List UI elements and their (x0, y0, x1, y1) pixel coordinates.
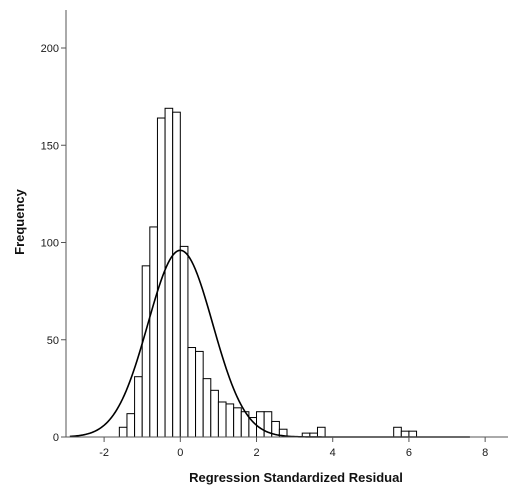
histogram-bar (210, 389, 219, 438)
normal-curve (69, 249, 470, 438)
y-tick-label: 100 (41, 238, 59, 250)
ticks-layer: 0 50 100 150 200 -2 0 2 4 6 8 (41, 43, 489, 459)
x-tick-label: 0 (177, 447, 183, 459)
bars-layer (118, 107, 418, 438)
histogram-bar (316, 426, 326, 438)
x-tick-label: -2 (99, 447, 109, 459)
histogram-bar (408, 430, 418, 438)
histogram-bar (233, 407, 242, 438)
axes-layer (65, 10, 508, 438)
histogram-bar (172, 111, 181, 438)
histogram-bar (164, 107, 174, 438)
x-tick-label: 2 (253, 447, 259, 459)
y-tick-label: 50 (47, 335, 59, 347)
histogram-bar (126, 413, 136, 438)
histogram-bar (393, 426, 402, 438)
x-tick-label: 4 (330, 447, 336, 459)
histogram-bar (156, 117, 166, 438)
histogram-bar (202, 378, 212, 438)
y-tick-label: 200 (41, 43, 59, 55)
x-tick-label: 8 (482, 447, 488, 459)
y-tick-label: 150 (41, 140, 59, 152)
y-axis-title: Frequency (12, 188, 27, 255)
histogram-bar (118, 426, 128, 438)
histogram-bar (187, 347, 197, 438)
histogram-bar (217, 401, 227, 438)
histogram-bar (225, 403, 235, 438)
x-axis-title: Regression Standardized Residual (189, 470, 403, 485)
histogram-bar (179, 245, 189, 438)
histogram-bar (256, 411, 265, 438)
histogram-bar (134, 376, 143, 438)
y-tick-label: 0 (53, 432, 59, 444)
x-tick-label: 6 (406, 447, 412, 459)
histogram-bar (141, 265, 151, 438)
histogram-bar (400, 430, 410, 438)
histogram-bar (149, 226, 158, 438)
histogram-bar (195, 350, 204, 438)
